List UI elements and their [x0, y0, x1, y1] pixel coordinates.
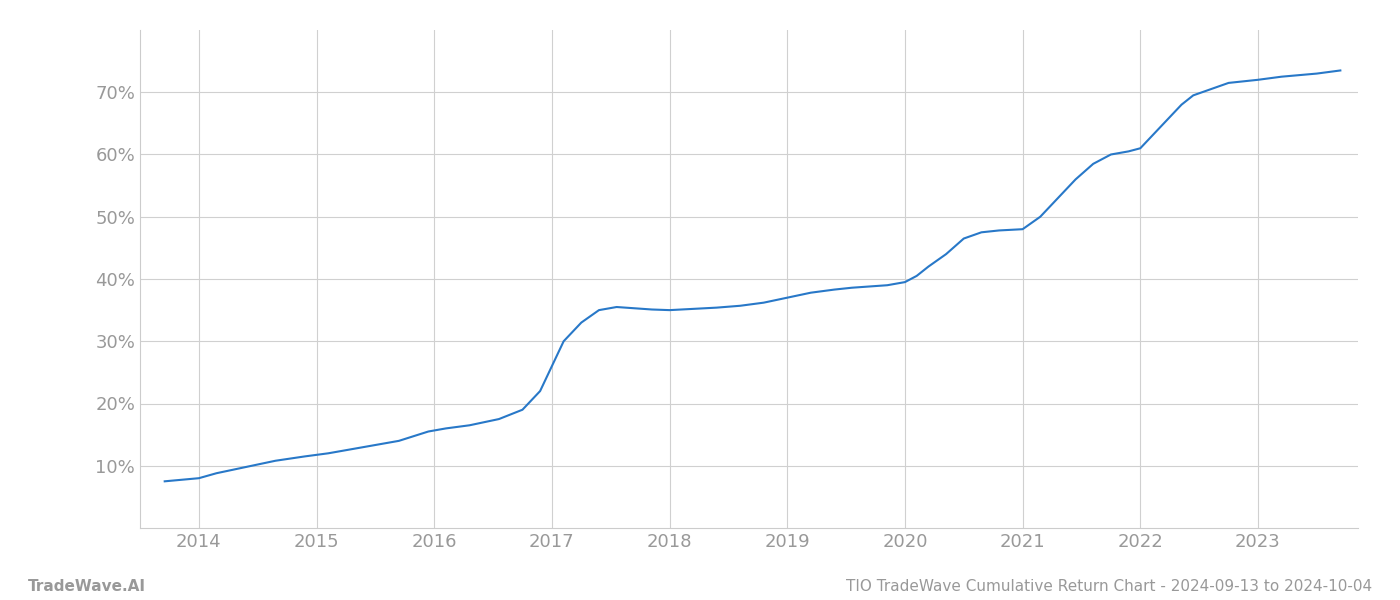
Text: TradeWave.AI: TradeWave.AI — [28, 579, 146, 594]
Text: TIO TradeWave Cumulative Return Chart - 2024-09-13 to 2024-10-04: TIO TradeWave Cumulative Return Chart - … — [846, 579, 1372, 594]
